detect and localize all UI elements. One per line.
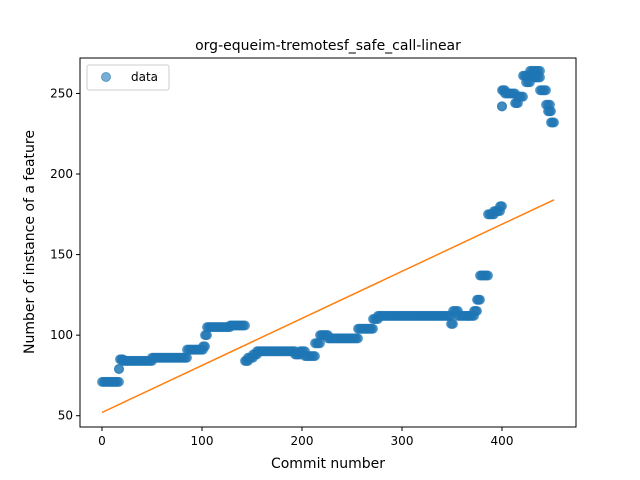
fit-line-group [101,199,555,414]
data-point-16 [114,363,124,374]
fit-line [101,199,555,414]
x-axis-ticks: 0 100 200 300 400 [98,427,513,448]
chart-title: org-equeim-tremotesf_safe_call-linear [195,38,461,54]
data-point-436 [549,117,559,128]
data-point-129 [240,320,250,331]
data-point-424 [541,85,551,96]
y-tick-label-250: 250 [50,86,73,100]
legend: data [86,64,170,91]
y-tick-label-100: 100 [50,328,73,342]
data-point-418 [535,72,545,83]
x-axis-label: Commit number [271,456,385,472]
x-tick-label-300: 300 [391,434,414,448]
data-point-345 [475,294,485,305]
data-point-370 [497,101,507,112]
x-tick-label-0: 0 [98,434,106,448]
y-axis-ticks: 50 100 150 200 250 [50,86,80,423]
data-point-341 [472,305,482,316]
y-tick-label-200: 200 [50,167,73,181]
y-axis-label: Number of instance of a feature [22,130,38,354]
data-point-194 [310,351,320,362]
legend-box [86,64,170,91]
data-point-317 [448,318,458,329]
data-point-353 [483,270,493,281]
data-point-14 [114,376,124,387]
x-tick-label-200: 200 [291,434,314,448]
data-point-233 [353,333,363,344]
data-point-92 [200,341,210,352]
plot-frame [79,57,577,428]
legend-label-data: data [131,70,158,84]
x-tick-label-400: 400 [491,434,514,448]
y-tick-label-150: 150 [50,248,73,262]
plot-background [80,58,576,427]
data-point-432 [546,106,556,117]
y-tick-label-50: 50 [58,409,73,423]
data-points [97,65,559,387]
x-tick-label-100: 100 [191,434,214,448]
data-point-247 [368,323,378,334]
data-point-392 [518,91,528,102]
plot-area [79,57,577,428]
legend-marker-data [101,72,111,82]
data-point-368 [497,201,507,212]
